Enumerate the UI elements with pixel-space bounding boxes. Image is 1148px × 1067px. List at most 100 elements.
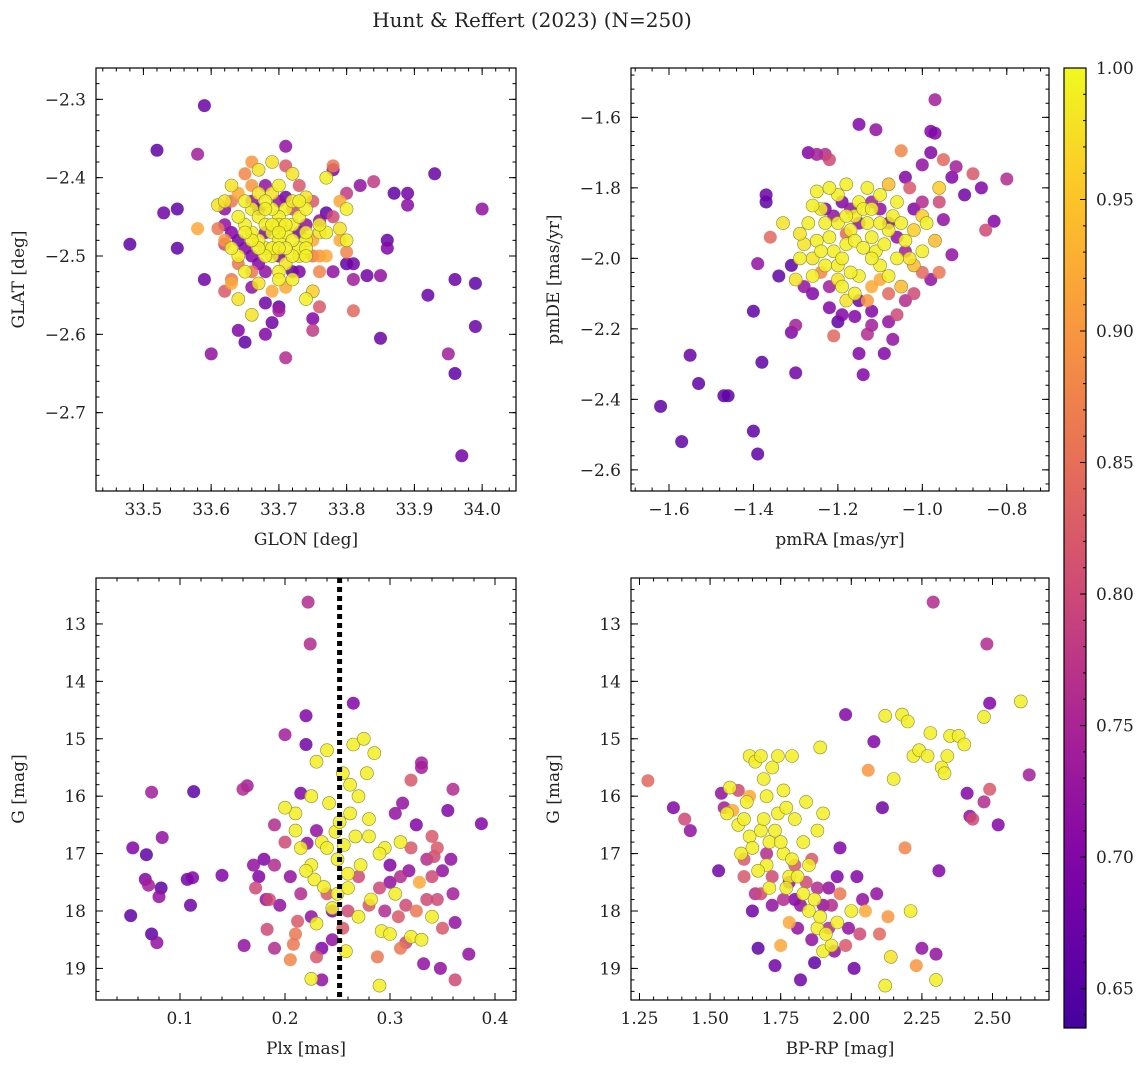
scatter-point xyxy=(421,288,435,302)
scatter-point xyxy=(759,188,773,202)
scatter-point xyxy=(396,796,410,810)
colorbar-tick-label: 1.00 xyxy=(1096,59,1134,79)
x-axis-label: pmRA [mas/yr] xyxy=(775,530,904,550)
y-tick-label: −2.7 xyxy=(45,404,86,424)
scatter-point xyxy=(808,956,822,970)
scatter-point xyxy=(288,823,303,838)
scatter-point xyxy=(788,272,803,287)
x-tick-label: −1.0 xyxy=(902,500,943,520)
scatter-point xyxy=(152,890,166,904)
scatter-point xyxy=(929,947,943,961)
scatter-point xyxy=(822,881,836,895)
scatter-point xyxy=(170,202,184,216)
scatter-point xyxy=(796,835,811,849)
scatter-point xyxy=(417,957,431,971)
colorbar-tick-label: 0.75 xyxy=(1096,717,1134,737)
scatter-point xyxy=(873,216,887,230)
scatter-point xyxy=(765,760,780,775)
scatter-point xyxy=(362,829,376,844)
x-tick-label: −1.2 xyxy=(817,500,858,520)
scatter-point xyxy=(864,251,879,266)
scatter-point xyxy=(787,812,802,826)
scatter-point xyxy=(763,230,777,244)
scatter-point xyxy=(145,785,159,799)
scatter-point xyxy=(822,153,836,167)
x-axis-label: BP-RP [mag] xyxy=(786,1039,895,1059)
scatter-point xyxy=(285,272,300,287)
scatter-point xyxy=(236,782,250,796)
scatter-point xyxy=(928,126,942,140)
scatter-point xyxy=(977,795,991,809)
scatter-point xyxy=(352,870,365,884)
scatter-point xyxy=(372,978,387,993)
scatter-point xyxy=(765,898,779,912)
scatter-point xyxy=(272,304,286,318)
scatter-point xyxy=(861,763,875,777)
scatter-point xyxy=(299,863,313,878)
axes-frame xyxy=(630,577,1050,1001)
scatter-point xyxy=(468,276,482,290)
scatter-point xyxy=(751,447,765,461)
scatter-point xyxy=(903,181,917,195)
scatter-point xyxy=(265,316,279,330)
y-tick-label: 15 xyxy=(599,730,621,750)
scatter-points xyxy=(641,595,1036,993)
scatter-point xyxy=(928,93,942,107)
x-tick-label: 33.9 xyxy=(395,500,433,520)
scatter-point xyxy=(875,801,889,815)
scatter-point xyxy=(839,209,854,223)
scatter-point xyxy=(932,181,947,195)
scatter-point xyxy=(865,280,879,294)
panels: 33.5 33.6 33.7 33.8 33.9 34.0 −2.3 −2.4 −2.5 −2.6… xyxy=(9,67,1050,1059)
scatter-point xyxy=(373,881,386,895)
scatter-point xyxy=(325,901,340,915)
x-tick-label: 0.3 xyxy=(376,1009,403,1029)
scatter-point xyxy=(291,914,305,928)
x-tick-label: 33.7 xyxy=(260,500,298,520)
scatter-point xyxy=(448,367,462,380)
scatter-point xyxy=(343,777,357,792)
scatter-point xyxy=(301,595,315,609)
scatter-point xyxy=(238,167,252,181)
scatter-point xyxy=(835,251,849,266)
scatter-point xyxy=(929,973,943,987)
scatter-point xyxy=(852,347,866,360)
scatter-point xyxy=(257,852,271,866)
scatter-point xyxy=(150,143,164,157)
scatter-point xyxy=(737,870,751,884)
scatter-point xyxy=(341,881,355,895)
scatter-point xyxy=(848,310,862,323)
scatter-point xyxy=(186,871,200,885)
scatter-point xyxy=(288,806,303,821)
scatter-point xyxy=(394,941,407,955)
scatter-point xyxy=(793,251,807,266)
scatter-points xyxy=(123,99,489,463)
scatter-point xyxy=(958,188,972,202)
scatter-point xyxy=(343,806,357,821)
scatter-point xyxy=(425,870,439,884)
scatter-point xyxy=(864,202,879,216)
scatter-point xyxy=(860,327,874,341)
panel-glon-glat: 33.5 33.6 33.7 33.8 33.9 34.0 −2.3 −2.4 −2.5 −2.6… xyxy=(9,67,517,550)
scatter-point xyxy=(746,424,760,438)
y-axis-label: pmDE [mas/yr] xyxy=(544,214,564,344)
scatter-point xyxy=(360,269,374,283)
scatter-point xyxy=(746,304,760,318)
scatter-point xyxy=(341,866,355,881)
scatter-point xyxy=(903,904,918,918)
scatter-point xyxy=(932,195,946,209)
panel-pmra-pmde: −1.6 −1.4 −1.2 −1.0 −0.8 −1.6 −1.8 −2.0 −2.2 −2.4… xyxy=(544,67,1050,550)
scatter-point xyxy=(745,841,760,855)
x-tick-label: −1.4 xyxy=(733,500,774,520)
scatter-point xyxy=(367,175,381,189)
scatter-point xyxy=(886,332,900,346)
scatter-point xyxy=(796,886,811,901)
scatter-point xyxy=(123,237,137,251)
scatter-point xyxy=(346,696,360,710)
scatter-point xyxy=(283,870,297,884)
scatter-point xyxy=(983,782,997,796)
scatter-point xyxy=(865,304,879,318)
scatter-point xyxy=(902,251,917,266)
scatter-point xyxy=(924,146,938,160)
